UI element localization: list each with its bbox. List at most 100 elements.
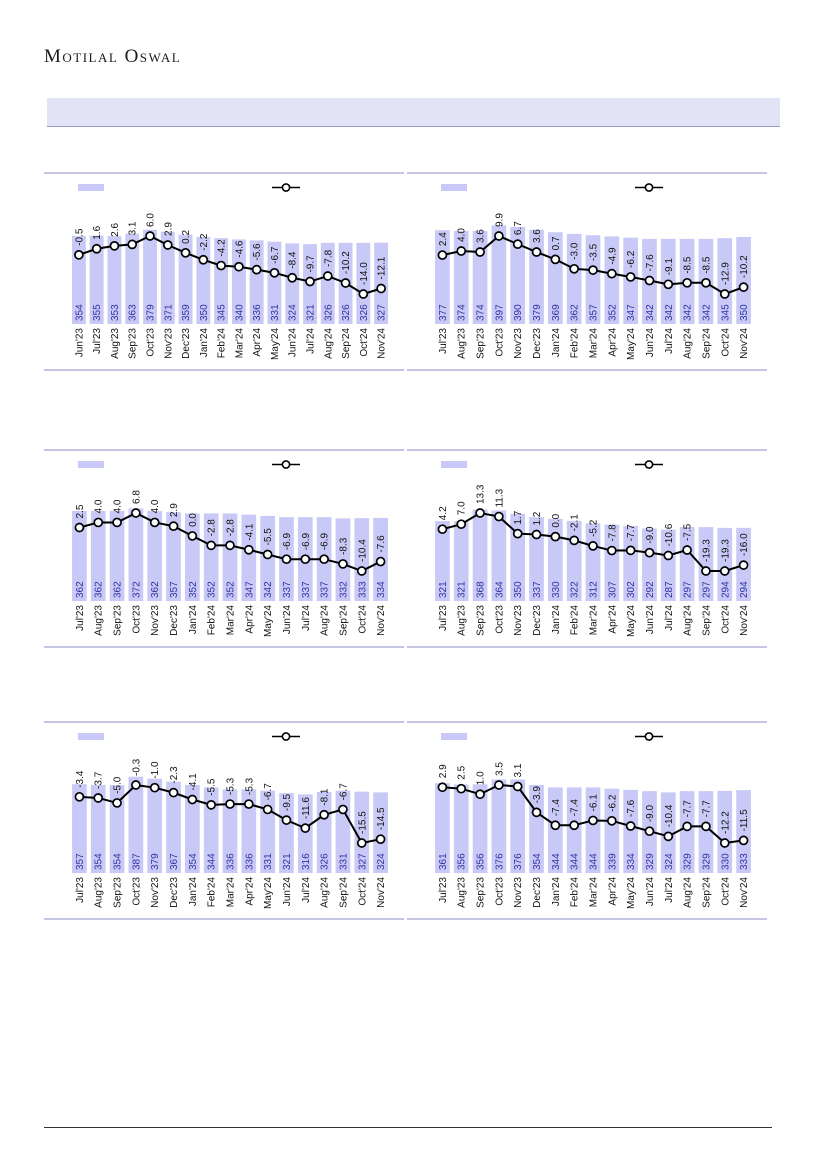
bar	[453, 521, 469, 601]
bar-value-label: 347	[244, 581, 255, 598]
bar-value-label: 329	[701, 853, 712, 870]
bar	[279, 793, 294, 873]
line-point	[663, 831, 674, 842]
category-tick-label: Oct'24	[357, 605, 368, 634]
category-tick-label: Aug'23	[94, 877, 105, 908]
line-value-label: -4.2	[217, 239, 228, 257]
bar-value-label: 345	[720, 304, 731, 321]
bar	[143, 229, 157, 324]
bar-value-label: 340	[234, 304, 245, 321]
bar-value-label: 344	[207, 853, 218, 870]
bar	[203, 787, 219, 873]
category-tick-label: Jul'23	[438, 877, 449, 903]
legend-line-marker	[281, 732, 291, 741]
line-value-label: -6.7	[263, 783, 274, 801]
category-tick-label: Sep'23	[476, 605, 487, 636]
line-value-label: 1.6	[92, 225, 103, 239]
line-value-label: -7.6	[645, 254, 656, 272]
category-tick-label: Jun'23	[74, 328, 85, 358]
bar	[604, 236, 620, 324]
line-value-label: -9.1	[664, 258, 675, 276]
bar	[166, 512, 181, 601]
line-value-label: -6.1	[589, 794, 600, 812]
line-value-label: 3.1	[513, 763, 524, 777]
line-point	[338, 559, 348, 569]
bar	[297, 794, 313, 873]
bar	[374, 242, 389, 324]
line-value-label: 2.9	[163, 222, 174, 236]
line-value-label: -10.2	[739, 255, 750, 278]
bar-value-label: 354	[113, 853, 124, 870]
bar	[166, 781, 181, 873]
line-point	[719, 289, 730, 299]
category-tick-label: Dec'23	[169, 877, 180, 908]
category-tick-label: Nov'24	[376, 605, 387, 636]
line-value-label: 3.6	[532, 229, 543, 243]
line-point	[234, 261, 244, 272]
bar-value-label: 364	[494, 581, 505, 598]
bar	[510, 226, 526, 324]
bar	[585, 787, 601, 873]
legend-line-marker	[281, 460, 291, 469]
line-value-label: -8.4	[288, 251, 299, 269]
category-tick-label: Aug'23	[457, 605, 468, 636]
category-tick-label: Apr'24	[607, 877, 618, 906]
line-point	[74, 522, 85, 533]
line-point	[93, 793, 104, 803]
bar-value-label: 357	[589, 304, 600, 321]
bar	[72, 510, 87, 601]
line-point	[269, 267, 280, 278]
line-point	[300, 554, 311, 565]
category-tick-label: Feb'24	[207, 877, 218, 908]
category-tick-label: Oct'24	[720, 328, 731, 357]
bar-value-label: 326	[320, 853, 331, 870]
bar-value-label: 316	[301, 853, 312, 870]
category-tick-label: Jul'24	[664, 605, 675, 631]
bar-value-label: 342	[263, 581, 274, 598]
bar-value-label: 362	[150, 581, 161, 598]
bar	[222, 789, 238, 873]
bar	[491, 225, 507, 324]
line-point	[437, 250, 448, 260]
line-value-label: -7.8	[607, 524, 618, 542]
bar-value-label: 397	[494, 304, 505, 321]
line-value-label: 1.2	[532, 511, 543, 525]
category-tick-label: Feb'24	[570, 605, 581, 636]
line-value-label: -7.8	[323, 249, 334, 267]
chart-panel-5: 357 354 354 387 379 367 354 344 336 336 331 321 316 3…	[44, 719, 404, 920]
line-point	[206, 540, 217, 551]
bar-value-label: 362	[113, 581, 124, 598]
line-value-label: 4.2	[438, 506, 449, 520]
bar-value-label: 350	[513, 581, 524, 598]
line-value-label: -8.5	[683, 256, 694, 274]
line-value-label: -2.8	[226, 519, 237, 537]
line-value-label: 3.5	[494, 762, 505, 776]
line-point	[531, 529, 542, 540]
line-point	[588, 265, 598, 275]
line-point	[606, 268, 617, 279]
category-tick-label: Jul'24	[301, 605, 312, 631]
category-tick-label: May'24	[270, 328, 281, 360]
line-value-label: 7.0	[457, 501, 468, 515]
bar-value-label: 354	[94, 853, 105, 870]
line-value-label: -5.6	[252, 243, 263, 261]
line-point	[550, 531, 561, 542]
bar	[90, 784, 106, 873]
bar-value-label: 344	[570, 853, 581, 870]
legend-line-marker	[644, 732, 654, 741]
category-tick-label: Jan'24	[188, 605, 199, 635]
bar	[604, 788, 620, 873]
bar	[623, 525, 638, 601]
bar-value-label: 336	[244, 853, 255, 870]
line-value-label: 0.0	[551, 513, 562, 527]
line-value-label: 1.7	[513, 510, 524, 524]
line-value-label: 3.1	[128, 221, 139, 235]
category-tick-label: Sep'23	[476, 877, 487, 908]
line-point	[701, 277, 711, 288]
line-point	[375, 556, 386, 567]
bar-value-label: 352	[607, 304, 618, 321]
bar-value-label: 352	[188, 581, 199, 598]
line-point	[322, 271, 333, 281]
category-tick-label: Oct'23	[131, 877, 142, 906]
category-tick-label: Aug'24	[683, 605, 694, 636]
